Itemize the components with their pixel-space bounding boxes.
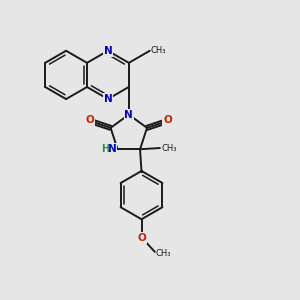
Text: O: O	[86, 115, 94, 125]
Text: O: O	[163, 115, 172, 125]
Text: N: N	[108, 144, 117, 154]
Text: N: N	[103, 46, 112, 56]
Text: CH₃: CH₃	[156, 249, 172, 258]
Text: O: O	[137, 233, 146, 243]
Text: N: N	[103, 94, 112, 104]
Text: H: H	[101, 144, 109, 154]
Text: CH₃: CH₃	[151, 46, 167, 55]
Text: CH₃: CH₃	[161, 143, 177, 152]
Text: N: N	[124, 110, 133, 120]
